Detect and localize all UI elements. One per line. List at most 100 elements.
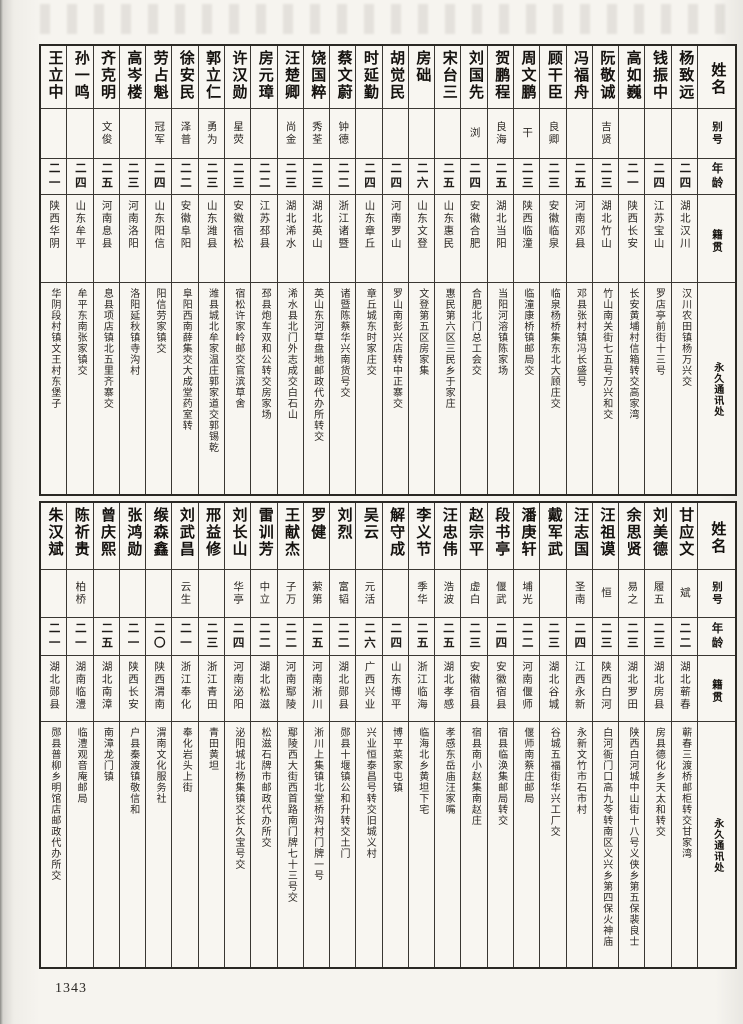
person-address: 奉化岩头上街: [180, 727, 192, 793]
person-column: 钱振中 二四 江苏宝山 罗店亭前街十三号: [644, 46, 671, 494]
person-alias-cell: 季华: [408, 570, 435, 618]
person-name-cell: 时延勤: [356, 46, 382, 109]
person-native-place: 湖北浠水: [284, 200, 296, 250]
person-native-cell: 河南息县: [93, 195, 119, 283]
person-alias-cell: 子万: [277, 570, 303, 618]
person-age-cell: 二四: [461, 159, 487, 195]
person-age-cell: 二三: [619, 618, 645, 656]
person-address: 松滋石牌市邮政代办所交: [259, 727, 271, 848]
person-address-cell: 兴业恒泰昌号转交旧城义村: [356, 722, 381, 967]
person-native-place: 湖北汉川: [678, 200, 690, 250]
person-name: 时延勤: [361, 50, 378, 101]
person-native-place: 安徽宿县: [468, 661, 480, 711]
person-native-place: 山东牟平: [74, 200, 86, 250]
person-address: 章丘城东时家庄交: [364, 288, 376, 376]
person-alias-cell: 恒: [592, 570, 619, 618]
person-name: 许汉勋: [230, 50, 247, 101]
person-column: 刘国先 浏 二四 安徽合肥 合肥北门总工会交: [460, 46, 487, 494]
person-name-cell: 许汉勋: [224, 46, 251, 109]
person-address-cell: 鄢陵西大街西首路南门牌七十三号交: [278, 722, 303, 967]
person-native-place: 湖北英山: [310, 200, 322, 250]
person-alias: 良海: [494, 121, 506, 146]
person-age-cell: 二一: [67, 618, 93, 656]
person-address-cell: 文登第五区房家集: [409, 283, 434, 494]
person-native-place: 陕西渭南: [153, 661, 165, 711]
person-native-cell: 山东潍县: [198, 195, 224, 283]
person-name-cell: 高岑楼: [119, 46, 146, 109]
header-native-cell: 籍贯: [698, 195, 735, 283]
person-address: 白河衙门口高九苓转南区义兴乡第四保火神庙: [600, 727, 612, 947]
person-name: 甘应文: [677, 507, 694, 558]
person-age: 二五: [310, 622, 323, 651]
person-name: 刘武昌: [177, 507, 194, 558]
person-native-cell: 河南泌阳: [224, 656, 251, 722]
person-age: 二四: [231, 622, 244, 651]
person-native-place: 河南淅川: [310, 661, 322, 711]
person-age: 二三: [599, 162, 612, 191]
person-native-place: 河南鄢陵: [284, 661, 296, 711]
person-native-place: 河南偃师: [521, 661, 533, 711]
person-name-cell: 蔡文蔚: [330, 46, 356, 109]
person-address: 博平菜家屯镇: [390, 727, 402, 793]
person-address: 息县项店镇北五里齐寨交: [101, 288, 113, 409]
person-age: 二五: [441, 162, 454, 191]
person-name: 高如巍: [624, 50, 641, 101]
person-age-cell: 二三: [514, 159, 540, 195]
person-name: 房础: [414, 50, 431, 84]
person-alias: 履五: [652, 581, 664, 606]
person-age: 二五: [100, 622, 113, 651]
person-native-cell: 江苏邳县: [251, 195, 277, 283]
person-alias: 秀荃: [310, 121, 322, 146]
person-age: 二二: [336, 622, 349, 651]
person-native-cell: 湖北孝感: [435, 656, 461, 722]
person-address: 英山东河草盘地邮政代办所转交: [311, 288, 323, 442]
person-name-cell: 朱汉斌: [40, 503, 67, 570]
person-age-cell: 二五: [303, 618, 330, 656]
person-age-cell: 二六: [408, 159, 435, 195]
person-native-place: 湖北罗田: [626, 661, 638, 711]
person-name-cell: 周文鹏: [514, 46, 540, 109]
person-address-cell: 郧县十堰镇公和升转交土门: [330, 722, 355, 967]
person-age: 二四: [152, 162, 165, 191]
person-address: 南漳龙门镇: [101, 727, 113, 782]
person-address-cell: 奉化岩头上街: [172, 722, 197, 967]
person-age-cell: 二〇: [146, 618, 172, 656]
person-name: 徐安民: [177, 50, 194, 101]
person-age-cell: 二三: [224, 159, 251, 195]
person-address: 华阴段村镇文王村东堡子: [48, 288, 60, 409]
person-native-place: 陕西白河: [600, 661, 612, 711]
person-age-cell: 二六: [356, 618, 382, 656]
person-native-place: 陕西华阴: [48, 200, 60, 250]
person-age: 二二: [179, 162, 192, 191]
person-native-cell: 湖北竹山: [592, 195, 619, 283]
person-column: 宋台三 二五 山东惠民 惠民第六区三民乡于家庄: [434, 46, 461, 494]
person-address-cell: 白河衙门口高九苓转南区义兴乡第四保火神庙: [593, 722, 618, 967]
person-alias: 恒: [600, 587, 612, 600]
person-address-cell: 孝感东岳庙汪家嘴: [435, 722, 460, 967]
person-age-cell: 二三: [592, 159, 619, 195]
person-alias-cell: 中立: [251, 570, 277, 618]
person-alias: 冠军: [153, 121, 165, 146]
person-native-place: 江西永新: [573, 661, 585, 711]
person-column: 许汉勋 星荧 二三 安徽宿松 宿松许家岭邮交官滨草舍: [223, 46, 251, 494]
person-alias-cell: 良海: [487, 109, 514, 159]
person-native-cell: 湖南临澧: [67, 656, 93, 722]
person-alias-cell: 易之: [619, 570, 645, 618]
person-native-place: 浙江诸暨: [337, 200, 349, 250]
person-column: 冯福舟 二五 河南邓县 邓县张村镇冯长盛号: [565, 46, 592, 494]
person-address-cell: 青田黄坦: [199, 722, 224, 967]
person-name: 赵宗平: [466, 507, 483, 558]
person-alias-cell: [146, 570, 172, 618]
person-native-cell: 陕西长安: [619, 195, 645, 283]
person-native-place: 湖北当阳: [494, 200, 506, 250]
person-native-place: 安徽宿县: [494, 661, 506, 711]
header-age-cell: 年龄: [698, 618, 735, 656]
register-table-top: 姓名 别号 年龄 籍贯 永久通讯处 杨致远 二四 湖北汉川 汉川农田镇杨万兴交 …: [39, 44, 737, 496]
person-native-place: 安徽临泉: [547, 200, 559, 250]
person-address-cell: 临澧观音庵邮局: [67, 722, 92, 967]
person-age-cell: 二二: [330, 618, 356, 656]
person-alias: 吉贤: [600, 121, 612, 146]
person-native-cell: 安徽合肥: [461, 195, 487, 283]
person-address-cell: 罗店亭前街十三号: [645, 283, 670, 494]
person-address-cell: 临海北乡黄坦下宅: [409, 722, 434, 967]
